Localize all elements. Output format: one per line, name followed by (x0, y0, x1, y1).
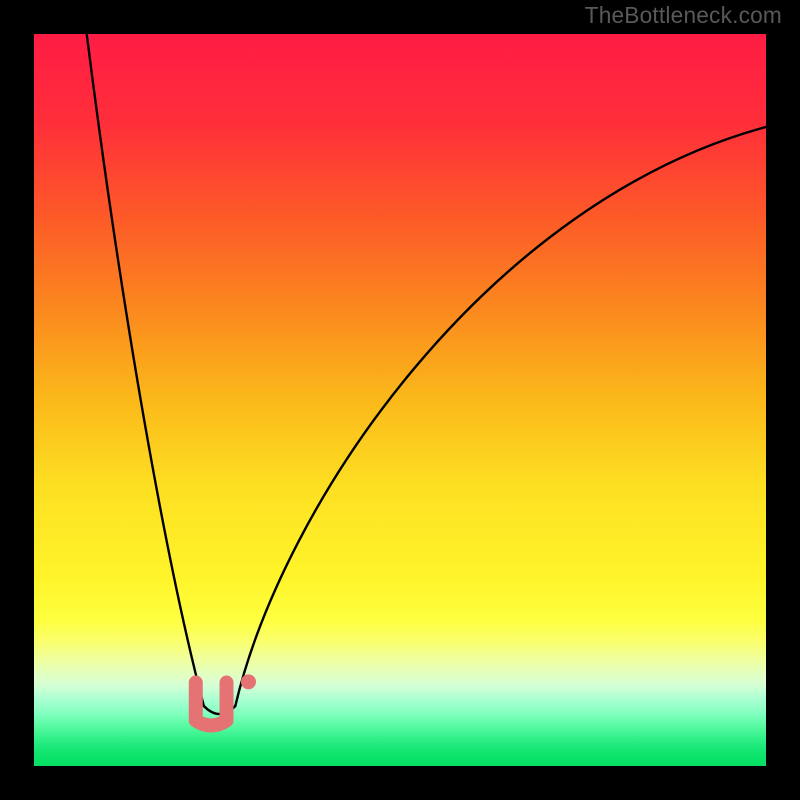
watermark-text: TheBottleneck.com (585, 2, 782, 29)
plot-svg (34, 34, 766, 766)
chart-frame: TheBottleneck.com (0, 0, 800, 800)
plot-area (34, 34, 766, 766)
marker-dot (241, 674, 256, 689)
gradient-background (34, 34, 766, 766)
